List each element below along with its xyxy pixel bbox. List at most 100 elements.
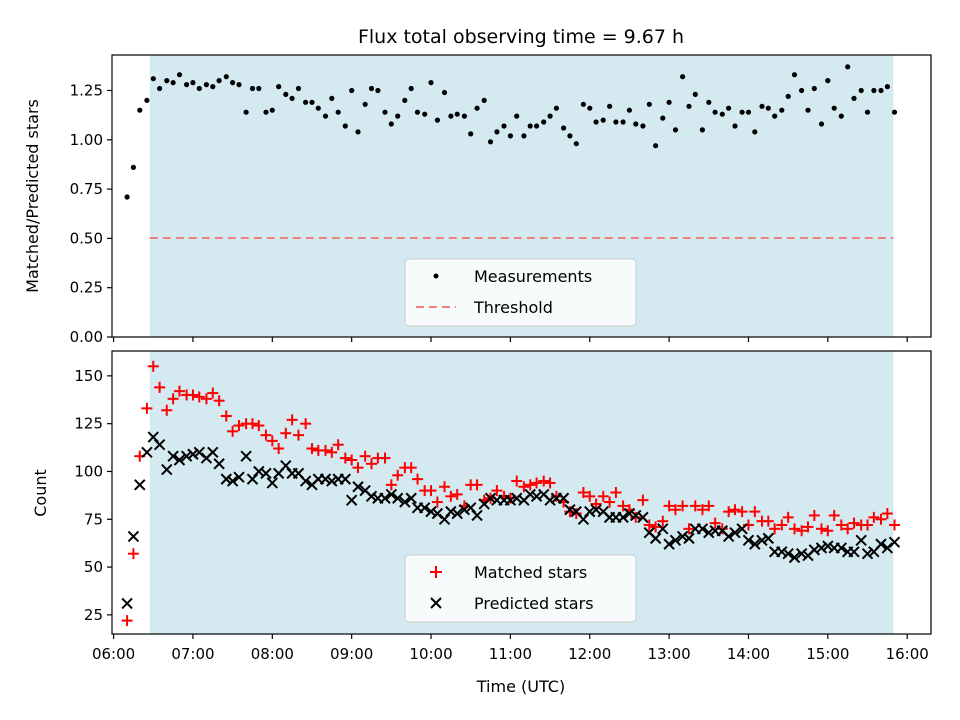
measurement-point: [362, 101, 368, 107]
matched-star-point: [729, 504, 741, 516]
matched-star-point: [332, 439, 344, 451]
predicted-star-point: [405, 492, 417, 504]
matched-star-point: [796, 525, 808, 537]
predicted-star-point: [365, 490, 378, 503]
matched-star-point: [319, 444, 331, 456]
matched-star-point: [617, 500, 629, 512]
count-x-tick-label: 13:00: [647, 645, 690, 663]
predicted-star-point: [504, 494, 517, 506]
legend-matched-label: Matched stars: [474, 563, 587, 582]
measurement-point: [388, 121, 394, 127]
count-legend-box: [404, 554, 637, 623]
measurement-point: [831, 105, 837, 111]
predicted-star-point: [749, 538, 761, 550]
predicted-star-point: [649, 532, 662, 545]
matched-star-point: [683, 523, 695, 535]
matched-star-point: [842, 523, 854, 535]
measurement-point: [726, 105, 732, 111]
predicted-star-point: [776, 546, 788, 558]
measurement-point: [355, 129, 361, 135]
predicted-star-point: [141, 446, 153, 459]
matched-star-point: [147, 360, 159, 372]
count-x-tick-label: 15:00: [806, 645, 849, 663]
measurement-point: [454, 111, 460, 117]
measurement-point: [448, 113, 454, 119]
measurement-point: [653, 143, 659, 149]
predicted-star-point: [399, 496, 411, 508]
matched-star-point: [405, 462, 417, 474]
predicted-star-point: [326, 475, 338, 487]
measurement-point: [686, 103, 692, 109]
matched-star-point: [339, 452, 351, 464]
measurement-point: [124, 194, 130, 200]
measurement-point: [196, 85, 202, 92]
matched-star-point: [425, 485, 437, 497]
matched-star-point: [518, 481, 530, 493]
measurement-point: [223, 74, 229, 80]
predicted-star-point: [187, 448, 199, 460]
matched-star-point: [491, 485, 503, 497]
matched-star-point: [253, 420, 265, 432]
measurement-point: [692, 91, 698, 97]
count-x-tick-label: 07:00: [171, 645, 214, 663]
predicted-star-point: [391, 492, 404, 504]
matched-star-point: [590, 498, 602, 510]
matched-star-point: [266, 435, 278, 447]
ratio-y-axis: 0.00 0.25 0.50 0.75 1.00 1.25: [70, 81, 112, 346]
measurement-point: [309, 99, 315, 105]
matched-stars-points: [121, 360, 900, 627]
measurement-point: [276, 84, 282, 90]
predicted-star-point: [756, 534, 768, 547]
count-x-tick-label: 08:00: [251, 645, 294, 663]
matched-star-point: [868, 511, 880, 523]
measurement-point: [203, 82, 209, 88]
matched-star-point: [703, 500, 715, 512]
predicted-star-point: [762, 532, 775, 545]
predicted-star-point: [213, 458, 225, 470]
predicted-star-point: [445, 505, 457, 518]
matched-star-point: [564, 506, 576, 518]
legend-measurements-marker: [433, 273, 439, 279]
matched-star-point: [822, 525, 834, 537]
matched-star-point: [677, 500, 689, 512]
matched-star-point: [881, 508, 893, 520]
matched-star-point: [385, 479, 397, 491]
matched-star-point: [643, 519, 655, 531]
matched-star-point: [233, 420, 245, 432]
predicted-star-point: [742, 534, 755, 547]
measurement-point: [137, 107, 143, 113]
legend-measurements-label: Measurements: [474, 267, 592, 286]
matched-star-point: [802, 521, 814, 533]
matched-star-point: [657, 515, 669, 527]
measurement-point: [216, 78, 222, 84]
measurement-point: [243, 109, 249, 115]
measurement-point: [382, 109, 388, 115]
matched-star-point: [471, 479, 483, 491]
measurement-point: [408, 85, 414, 92]
predicted-star-point: [180, 450, 193, 462]
measurement-point: [791, 72, 798, 78]
measurement-point: [487, 139, 494, 145]
measurement-point: [547, 113, 553, 119]
predicted-star-point: [425, 505, 437, 518]
matched-star-point: [273, 443, 285, 455]
matched-star-point: [300, 418, 312, 430]
predicted-star-point: [544, 494, 556, 506]
matched-star-point: [306, 443, 318, 455]
measurement-point: [295, 85, 302, 92]
matched-star-point: [538, 475, 550, 487]
measurement-point: [607, 103, 613, 109]
matched-star-point: [808, 509, 820, 521]
matched-star-point: [689, 500, 701, 512]
count-y-tick-label: 150: [74, 367, 103, 385]
measurement-point: [144, 97, 150, 103]
matched-star-point: [286, 414, 298, 426]
matched-star-point: [862, 519, 874, 531]
measurement-point: [190, 80, 196, 86]
measurement-point: [461, 113, 467, 119]
matched-star-point: [246, 418, 258, 430]
matched-star-point: [762, 515, 774, 527]
measurement-point: [712, 109, 718, 115]
matched-star-point: [379, 452, 391, 464]
measurement-point: [468, 131, 474, 137]
